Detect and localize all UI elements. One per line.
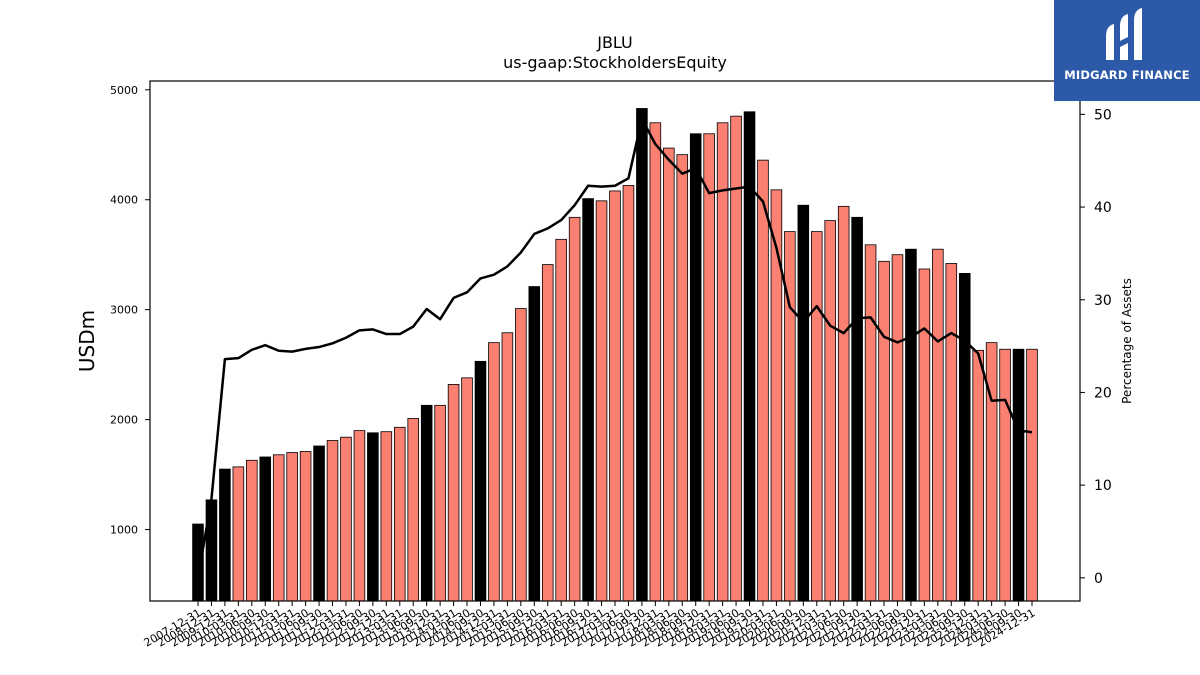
- bar-2013-03-31: [393, 426, 406, 602]
- bar-2019-03-31: [716, 122, 729, 602]
- brand-logo: MIDGARD FINANCE: [1054, 0, 1200, 101]
- chart-title: JBLU: [596, 33, 633, 52]
- bar-2013-09-30: [420, 404, 433, 602]
- line-group: [196, 117, 1033, 579]
- y2-tick-label-40: 40: [1094, 200, 1112, 216]
- bar-2012-06-30: [353, 430, 366, 602]
- bar-2017-06-30: [622, 185, 635, 602]
- bar-2022-09-30: [905, 248, 917, 602]
- logo-text: MIDGARD FINANCE: [1064, 68, 1190, 82]
- bar-2022-06-30: [891, 254, 904, 602]
- bar-2024-03-31: [985, 342, 998, 602]
- bar-2016-12-31: [595, 200, 608, 602]
- bar-2015-06-30: [515, 308, 527, 602]
- bar-2018-06-30: [676, 154, 689, 602]
- bar-2021-03-31: [824, 220, 837, 602]
- bar-2024-09-30: [1012, 348, 1025, 602]
- bar-2021-12-31: [864, 244, 877, 602]
- bar-2023-09-30: [958, 272, 971, 602]
- bar-2017-09-30: [636, 108, 648, 602]
- bar-2012-09-30: [367, 432, 379, 602]
- bar-2011-03-31: [286, 452, 298, 602]
- bar-2012-03-31: [340, 436, 352, 602]
- bar-2015-03-31: [501, 332, 514, 602]
- bar-2011-06-30: [299, 451, 312, 602]
- bar-2015-12-31: [541, 264, 554, 602]
- bar-2010-06-30: [246, 459, 258, 602]
- percentage-line: [196, 117, 1033, 579]
- bar-2016-09-30: [582, 198, 594, 602]
- y2-tick-label-50: 50: [1094, 107, 1112, 123]
- bar-2016-03-31: [555, 238, 567, 602]
- bar-2011-09-30: [313, 445, 325, 602]
- y2-tick-label-30: 30: [1094, 293, 1112, 309]
- bar-2022-12-31: [918, 268, 931, 602]
- y-tick-label-2000: 2000: [110, 414, 138, 427]
- bar-2017-12-31: [649, 122, 662, 602]
- y-tick-label-4000: 4000: [110, 194, 138, 207]
- y-axis-label: USDm: [75, 310, 99, 372]
- y2-tick-label-20: 20: [1094, 385, 1112, 401]
- bar-2019-09-30: [743, 111, 756, 602]
- bar-2011-12-31: [326, 440, 339, 602]
- y2-tick-label-10: 10: [1094, 478, 1112, 494]
- bar-2014-06-30: [461, 377, 473, 602]
- bar-2023-06-30: [945, 263, 958, 602]
- bar-2012-12-31: [380, 431, 393, 602]
- bar-2010-03-31: [232, 466, 245, 602]
- bar-2021-06-30: [837, 205, 850, 602]
- bar-2020-12-31: [810, 231, 823, 602]
- bar-2023-12-31: [972, 349, 984, 602]
- y-tick-label-5000: 5000: [110, 84, 138, 97]
- bar-2019-12-31: [757, 159, 769, 602]
- y-tick-label-3000: 3000: [110, 304, 138, 317]
- bar-2023-03-31: [932, 248, 944, 602]
- bar-2013-12-31: [434, 404, 446, 602]
- bar-2017-03-31: [609, 190, 621, 602]
- y-tick-label-1000: 1000: [110, 524, 138, 537]
- bar-2016-06-30: [568, 216, 581, 602]
- bar-2014-12-31: [488, 342, 500, 602]
- bar-2014-09-30: [474, 360, 487, 602]
- axes-group: 10002000300040005000010203040502007-12-3…: [110, 80, 1112, 650]
- bar-2018-12-31: [703, 133, 715, 602]
- logo-mark-icon: [1106, 8, 1142, 60]
- bars-group: [192, 108, 1038, 602]
- bar-2010-12-31: [272, 454, 285, 602]
- bar-2024-06-30: [999, 348, 1011, 602]
- bar-2021-09-30: [851, 216, 863, 602]
- bar-2018-03-31: [663, 147, 675, 602]
- bar-2013-06-30: [407, 418, 420, 602]
- bar-2020-09-30: [797, 204, 810, 602]
- bar-2022-03-31: [878, 260, 890, 602]
- y2-axis-label: Percentage of Assets: [1120, 278, 1134, 404]
- bar-2024-12-31: [1026, 348, 1038, 602]
- bar-2009-12-31: [219, 468, 231, 602]
- y2-tick-label-0: 0: [1094, 571, 1103, 587]
- chart-subtitle: us-gaap:StockholdersEquity: [503, 53, 727, 72]
- bar-2018-09-30: [689, 133, 702, 602]
- bar-2014-03-31: [447, 384, 460, 602]
- bar-2015-09-30: [528, 286, 541, 602]
- bar-2010-09-30: [259, 456, 272, 602]
